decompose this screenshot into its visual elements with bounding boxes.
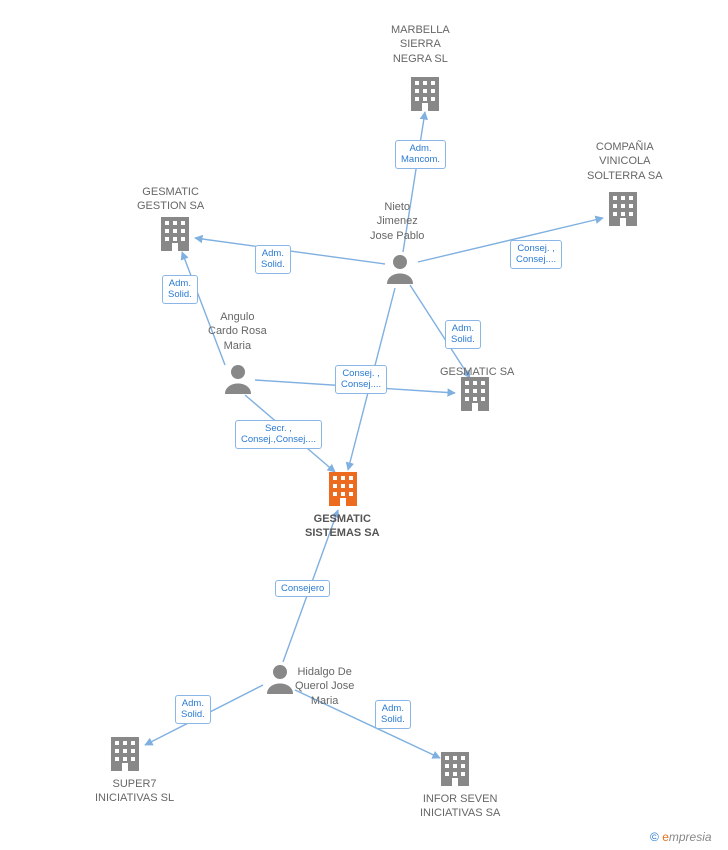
watermark-rest: mpresia bbox=[669, 830, 712, 844]
edge-label: Adm. Solid. bbox=[255, 245, 291, 274]
node-infor7[interactable] bbox=[441, 752, 469, 786]
watermark-e: e bbox=[662, 830, 669, 844]
node-angulo[interactable] bbox=[225, 365, 251, 394]
node-label: MARBELLA SIERRA NEGRA SL bbox=[391, 23, 450, 66]
building-icon bbox=[411, 77, 439, 111]
node-label: Nieto Jimenez Jose Pablo bbox=[370, 200, 424, 243]
watermark-copyright: © bbox=[650, 830, 659, 844]
node-hidalgo[interactable] bbox=[267, 665, 293, 694]
node-nieto[interactable] bbox=[387, 255, 413, 284]
node-gesmatic_sa[interactable] bbox=[461, 377, 489, 411]
node-label: SUPER7 INICIATIVAS SL bbox=[95, 777, 174, 806]
edge-label: Consej. , Consej.... bbox=[335, 365, 387, 394]
node-label: GESMATIC GESTION SA bbox=[137, 185, 204, 214]
node-label: Angulo Cardo Rosa Maria bbox=[208, 310, 267, 353]
building-icon bbox=[461, 377, 489, 411]
edge-label: Secr. , Consej.,Consej.... bbox=[235, 420, 322, 449]
node-label: COMPAÑIA VINICOLA SOLTERRA SA bbox=[587, 140, 663, 183]
edge-label: Adm. Solid. bbox=[162, 275, 198, 304]
edge-label: Consejero bbox=[275, 580, 330, 597]
node-central[interactable] bbox=[329, 472, 357, 506]
node-super7[interactable] bbox=[111, 737, 139, 771]
diagram-canvas bbox=[0, 0, 728, 850]
node-label: Hidalgo De Querol Jose Maria bbox=[295, 665, 354, 708]
watermark: © empresia bbox=[650, 830, 712, 844]
person-icon bbox=[387, 255, 413, 284]
node-gesmatic_gestion[interactable] bbox=[161, 217, 189, 251]
edge-label: Adm. Mancom. bbox=[395, 140, 446, 169]
building-icon bbox=[161, 217, 189, 251]
node-label: INFOR SEVEN INICIATIVAS SA bbox=[420, 792, 500, 821]
building-icon bbox=[609, 192, 637, 226]
node-label: GESMATIC SISTEMAS SA bbox=[305, 512, 380, 541]
edge-label: Adm. Solid. bbox=[375, 700, 411, 729]
person-icon bbox=[225, 365, 251, 394]
building-icon bbox=[329, 472, 357, 506]
node-marbella[interactable] bbox=[411, 77, 439, 111]
building-icon bbox=[441, 752, 469, 786]
person-icon bbox=[267, 665, 293, 694]
edge-label: Adm. Solid. bbox=[445, 320, 481, 349]
node-solterra[interactable] bbox=[609, 192, 637, 226]
building-icon bbox=[111, 737, 139, 771]
edge-label: Adm. Solid. bbox=[175, 695, 211, 724]
edge-label: Consej. , Consej.... bbox=[510, 240, 562, 269]
node-label: GESMATIC SA bbox=[440, 365, 514, 379]
